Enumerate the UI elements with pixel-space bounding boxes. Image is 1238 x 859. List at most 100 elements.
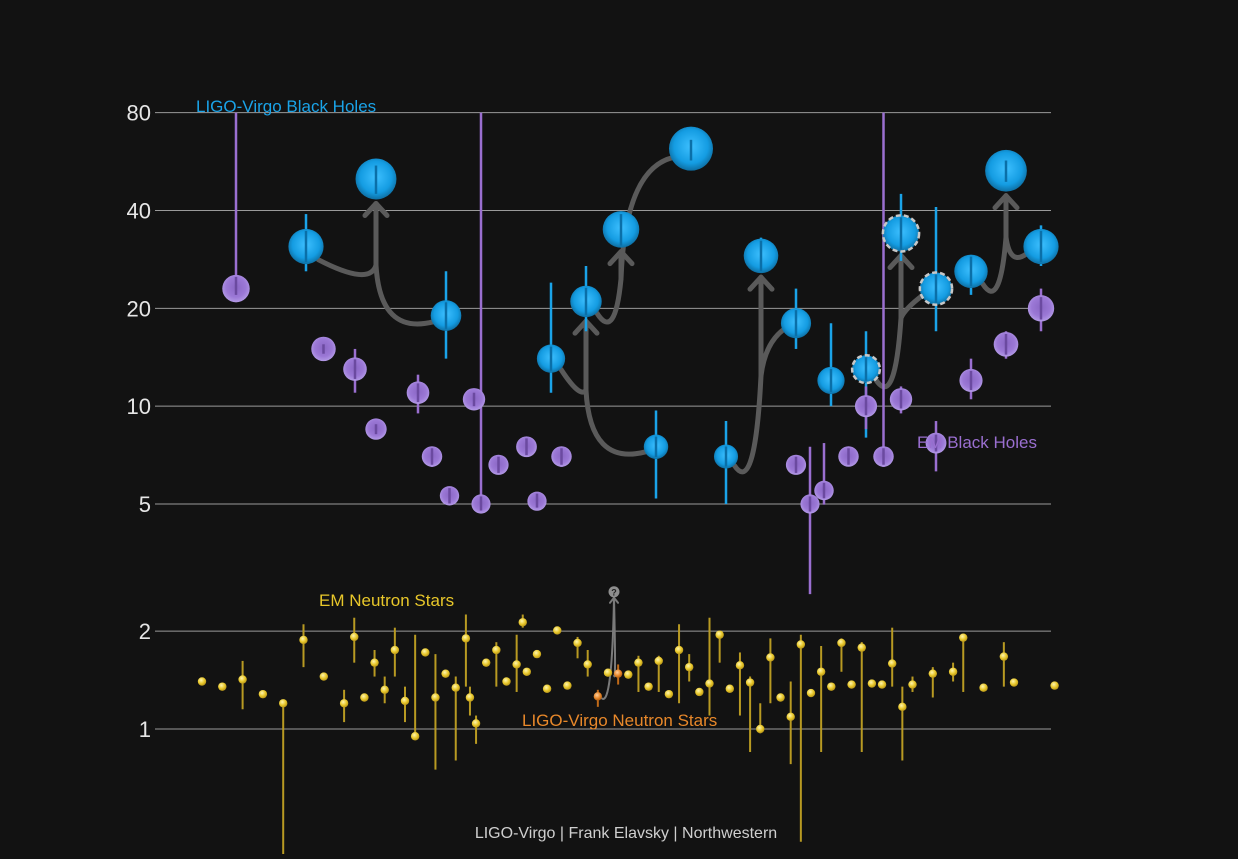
y-tick-label: 10 [127,394,151,419]
em-ns-point-28 [532,649,542,659]
em-ns-point-60 [877,680,887,689]
merger-arrowhead-0 [362,200,390,218]
em-ns-point-39 [664,689,674,699]
em-ns-point-69 [1009,678,1019,687]
em-ns-point-32 [573,638,582,648]
em-ns-point-23 [492,645,501,655]
em-ns-point-54 [816,667,826,676]
em-ns-point-48 [756,724,765,734]
merger-arrow-2 [618,154,676,282]
em-ns-point-57 [847,680,856,689]
em-ns-point-31 [563,681,572,690]
em-ns-point-18 [451,683,460,692]
em-ns-point-66 [959,633,968,642]
em-ns-point-43 [705,679,714,688]
em-ns-point-58 [857,643,866,652]
em-ns-point-55 [827,682,836,691]
em-ns-point-63 [908,680,917,689]
em-ns-point-6 [319,672,328,681]
merger-arrow-1 [583,318,649,457]
em-ns-point-17 [441,669,450,678]
em-ns-point-53 [806,688,816,698]
em-ns-point-13 [400,696,410,706]
em-ns-point-61 [888,659,897,668]
y-tick-label: 20 [127,296,151,321]
em-ns-point-27 [522,667,531,676]
legend-ligo-neutron-stars: LIGO-Virgo Neutron Stars [522,711,717,730]
em-ns-point-45 [725,684,734,693]
legend-em-neutron-stars: EM Neutron Stars [319,591,454,610]
em-ns-point-5 [299,635,308,645]
em-ns-point-12 [390,645,400,655]
merger-arrow-2 [594,276,624,325]
em-ns-point-42 [695,687,704,697]
ns-merger-arrowhead [609,596,619,604]
em-ns-point-35 [624,670,633,679]
em-ns-point-37 [644,682,653,691]
em-ns-point-62 [898,702,907,712]
em-ns-point-19 [461,634,471,643]
merger-arrow-5 [1003,193,1030,260]
em-ns-point-22 [482,658,491,667]
em-ns-point-7 [339,699,349,708]
em-ns-point-56 [837,638,846,648]
merger-arrow-5 [980,234,1009,294]
em-ns-point-8 [350,632,359,642]
em-ns-point-15 [421,648,430,657]
ns-merger-arrow [600,596,615,700]
em-ns-point-14 [410,732,420,741]
em-ns-point-24 [502,677,511,686]
em-ns-point-65 [948,667,958,676]
em-ns-point-4 [279,699,288,708]
em-ns-point-70 [1050,681,1059,690]
em-ns-point-16 [431,693,440,702]
em-ns-point-33 [583,660,592,669]
em-ns-point-0 [197,677,207,686]
em-ns-point-47 [745,678,755,687]
merger-arrow-4 [873,315,904,390]
em-ns-point-36 [634,658,643,667]
em-ns-point-9 [360,693,369,702]
credit-text: LIGO-Virgo | Frank Elavsky | Northwester… [475,825,777,842]
em-ns-point-10 [370,658,379,667]
em-ns-point-64 [928,669,937,678]
ns-merger-arrow [613,596,617,678]
em-ns-point-20 [465,693,475,702]
em-ns-point-3 [258,689,268,699]
merger-arrow-3 [758,274,787,379]
merger-arrow-1 [558,366,589,395]
ns-remnant-point [608,586,620,598]
em-ns-point-29 [542,684,552,693]
merger-arrow-3 [731,373,764,475]
merger-arrowhead-5 [992,193,1020,211]
merger-arrow-0 [373,200,437,327]
em-ns-point-34 [603,668,613,677]
ns-remnant-label: ? [611,587,617,597]
merger-arrowhead-2 [607,249,635,267]
merger-arrow-0 [315,257,379,278]
em-ns-point-50 [776,693,785,702]
y-tick-label: 2 [139,619,151,644]
ligo-ns-point-1 [613,669,623,678]
merger-arrowhead-3 [747,274,775,292]
em-ns-point-44 [715,630,724,639]
y-tick-label: 5 [139,492,151,517]
y-tick-label: 40 [127,198,151,223]
em-ns-point-1 [218,682,227,691]
em-ns-point-38 [654,656,663,666]
em-ns-point-30 [553,626,562,635]
legend-ligo-black-holes: LIGO-Virgo Black Holes [196,97,376,116]
merger-arrow-4 [898,253,926,321]
em-ns-point-52 [796,640,806,649]
em-ns-point-26 [518,618,527,627]
em-ns-point-25 [512,660,521,669]
em-ns-point-49 [766,653,775,662]
legend-em-black-holes: EM Black Holes [917,433,1037,452]
ligo-ns-point-0 [593,692,603,701]
em-ns-point-46 [735,661,745,670]
y-tick-label: 1 [139,717,151,742]
y-tick-label: 80 [127,101,151,126]
em-ns-point-67 [979,683,988,692]
em-ns-point-21 [471,719,481,728]
